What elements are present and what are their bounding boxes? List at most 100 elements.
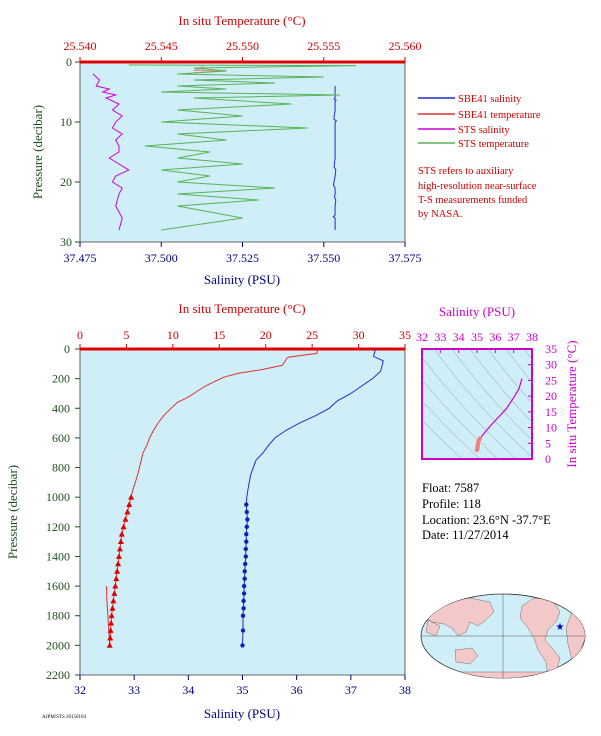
profile-salinity-point [241, 606, 246, 611]
ts-density-contour [422, 400, 481, 459]
profile-bottom-ticks: 32 33 34 35 36 37 38 [74, 675, 411, 697]
profile-temperature-point [107, 627, 114, 633]
profile-salinity-point [241, 598, 246, 604]
near-surface-bottom-tick-label: 37.500 [145, 251, 178, 265]
profile-salinity-point [243, 546, 248, 552]
profile-pressure-axis-label: Pressure (decibar) [5, 465, 20, 559]
ts-top-tick-label: 33 [434, 330, 446, 344]
profile-temperature-point [112, 582, 119, 589]
near-surface-top-tick-label: 25.550 [226, 39, 259, 53]
profile-salinity-point [240, 613, 246, 618]
near-surface-pressure-axis-label: Pressure (decibar) [30, 105, 45, 199]
profile-salinity-point [242, 576, 247, 581]
profile-y-tick-label: 800 [52, 461, 70, 475]
near-surface-y-tick-label: 30 [60, 235, 72, 249]
near-surface-bottom-tick-label: 37.475 [64, 251, 97, 265]
float-info: Float: 7587 Profile: 118 Location: 23.6°… [422, 481, 551, 542]
ts-right-tick-label: 35 [545, 342, 557, 356]
profile-y-ticks: 0 200 400 600 800 1000 1200 1400 1600 1800 2000 220… [46, 342, 80, 682]
ts-top-tick-label: 37 [508, 330, 520, 344]
map-australia [454, 647, 479, 665]
note-line-3: T-S measurements funded [418, 195, 528, 206]
ts-density-contour [451, 349, 532, 441]
sbe41-salinity-line [332, 86, 338, 230]
profile-salinity-point [241, 591, 247, 596]
profile-top-tick-label: 0 [77, 328, 83, 342]
profile-panel: In situ Temperature (°C) Salinity (PSU) … [5, 301, 411, 721]
near-surface-salinity-axis-label: Salinity (PSU) [204, 272, 280, 287]
ts-density-contour [523, 349, 532, 361]
profile-y-tick-label: 1400 [46, 549, 70, 563]
profile-y-tick-label: 400 [52, 401, 70, 415]
profile-bottom-tick-label: 33 [128, 683, 140, 697]
ts-right-tick-label: 0 [545, 452, 551, 466]
note-line-4: by NASA. [418, 209, 462, 220]
ts-right-tick-label: 15 [545, 405, 557, 419]
profile-temperature-point [117, 538, 124, 544]
profile-bottom-tick-label: 35 [237, 683, 249, 697]
legend-sbe41-salinity: SBE41 salinity [458, 94, 522, 105]
profile-top-tick-label: 30 [353, 328, 365, 342]
near-surface-y-tick-label: 0 [66, 55, 72, 69]
ts-top-tick-label: 32 [416, 330, 428, 344]
location-map: ★ [420, 593, 586, 679]
profile-temperature-point [116, 553, 122, 559]
near-surface-bottom-tick-label: 37.525 [226, 251, 259, 265]
near-surface-panel: In situ Temperature (°C) Salinity (PSU) … [30, 13, 422, 287]
profile-temperature-point [106, 642, 113, 648]
profile-temperature-point [113, 575, 120, 582]
footer-code: AJPM/STS 20150104 [42, 715, 87, 720]
ts-top-ticks: 32 33 34 35 36 37 38 [416, 330, 538, 353]
profile-salinity-axis-label: Salinity (PSU) [204, 706, 280, 721]
ts-density-contour [487, 349, 532, 404]
profile-y-tick-label: 200 [52, 372, 70, 386]
ts-right-tick-label: 10 [545, 421, 557, 435]
legend-sts-temperature: STS temperature [458, 139, 529, 150]
profile-temperature-point [108, 619, 115, 626]
profile-top-tick-label: 15 [213, 328, 225, 342]
near-surface-plot-area [79, 61, 406, 243]
profile-salinity-point [240, 643, 245, 648]
ts-temperature-axis-label: In situ Temperature (°C) [564, 340, 579, 467]
profile-salinity-point [242, 569, 247, 574]
ts-deep-point [474, 447, 480, 453]
profile-series [106, 348, 384, 648]
profile-salinity-point [243, 561, 248, 567]
near-surface-temperature-axis-label: In situ Temperature (°C) [178, 13, 305, 28]
ts-top-tick-label: 38 [526, 330, 538, 344]
near-surface-top-tick-label: 25.540 [64, 39, 97, 53]
profile-salinity-point [244, 524, 249, 529]
near-surface-bottom-tick-label: 37.575 [389, 251, 422, 265]
location: Location: 23.6°N -37.7°E [422, 513, 551, 527]
profile-temperature-point [110, 597, 117, 604]
near-surface-top-tick-label: 25.560 [389, 39, 422, 53]
profile-y-tick-label: 1200 [46, 520, 70, 534]
profile-y-tick-label: 1000 [46, 490, 70, 504]
near-surface-bottom-tick-label: 37.550 [307, 251, 340, 265]
profile-y-tick-label: 1600 [46, 579, 70, 593]
ts-density-contour [422, 356, 517, 459]
profile-temperature-point [122, 516, 129, 522]
ts-right-tick-label: 20 [545, 389, 557, 403]
ts-salinity-axis-label: Salinity (PSU) [439, 304, 515, 319]
ts-density-contour [422, 419, 463, 459]
ts-top-tick-label: 35 [471, 330, 483, 344]
profile-bottom-tick-label: 32 [74, 683, 86, 697]
ts-series [474, 378, 523, 453]
ts-top-tick-label: 36 [489, 330, 501, 344]
profile-temperature-point [115, 560, 122, 567]
profile-temperature-point [109, 605, 116, 611]
profile-temperature-point [118, 531, 125, 537]
profile-top-tick-label: 5 [123, 328, 129, 342]
profile-temperature-point [128, 494, 135, 500]
map-antarctica [424, 671, 585, 678]
profile-top-tick-label: 20 [260, 328, 272, 342]
profile-temperature-point [114, 568, 121, 574]
profile-bottom-tick-label: 38 [399, 683, 411, 697]
profile-temperature-point [126, 501, 133, 507]
profile-temperature-point [124, 508, 131, 515]
profile-bottom-tick-label: 34 [182, 683, 194, 697]
ts-density-contour [433, 349, 532, 458]
